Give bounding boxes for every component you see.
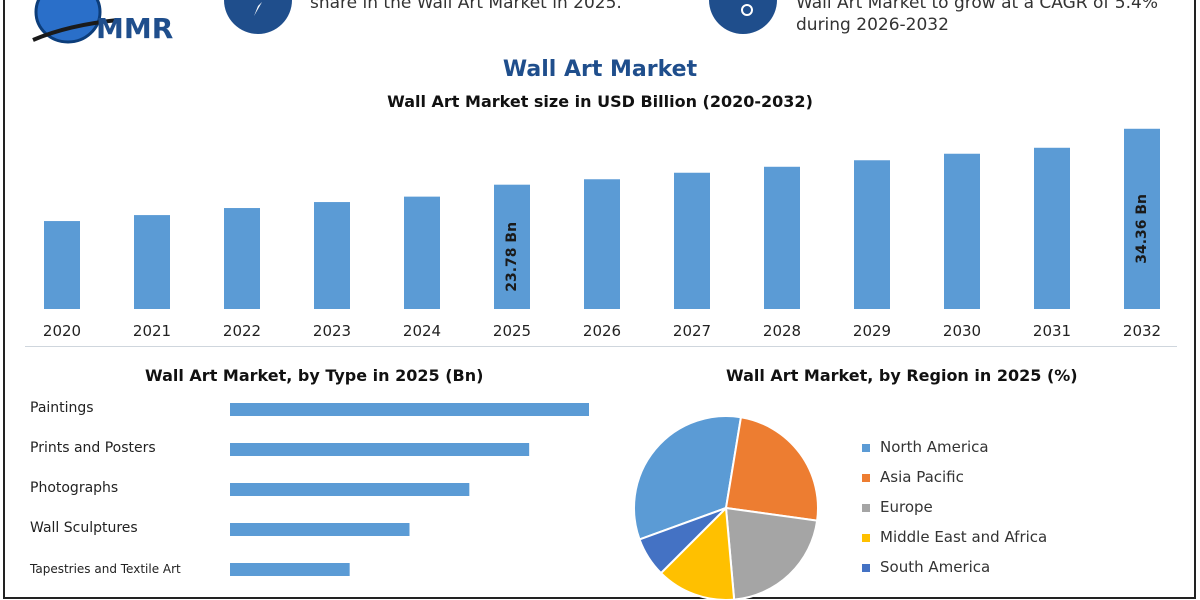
mmr-logo: MMR xyxy=(32,0,173,45)
type-label-0: Paintings xyxy=(30,400,94,416)
legend-swatch-2 xyxy=(862,503,870,512)
logo-text: MMR xyxy=(96,12,173,45)
x-tick-2028: 2028 xyxy=(763,322,801,340)
type-bar-4 xyxy=(230,563,350,576)
type-label-3: Wall Sculptures xyxy=(30,520,138,536)
type-label-4: Tapestries and Textile Art xyxy=(30,562,181,576)
x-tick-2026: 2026 xyxy=(583,322,621,340)
legend-swatch-4 xyxy=(862,563,870,572)
bar-2028 xyxy=(764,166,800,309)
type-chart-title: Wall Art Market, by Type in 2025 (Bn) xyxy=(145,366,484,385)
pie-slice-4 xyxy=(638,507,727,575)
legend-item-2: Europe xyxy=(862,498,933,516)
legend-label-2: Europe xyxy=(880,498,933,516)
x-tick-2031: 2031 xyxy=(1033,322,1071,340)
pie-slice-2 xyxy=(724,506,819,600)
type-bar-2 xyxy=(230,483,470,496)
callout-cagr-line2: during 2026-2032 xyxy=(796,15,949,35)
page-title: Wall Art Market xyxy=(502,57,698,82)
bar-2031 xyxy=(1034,147,1070,309)
type-label-1: Prints and Posters xyxy=(30,440,156,456)
x-tick-2020: 2020 xyxy=(43,322,81,340)
type-bar-0 xyxy=(230,403,589,416)
bar-2025 xyxy=(494,184,530,309)
data-label-2032: 34.36 Bn xyxy=(1134,194,1150,264)
type-bar-1 xyxy=(230,443,530,456)
x-tick-2021: 2021 xyxy=(133,322,171,340)
legend-label-1: Asia Pacific xyxy=(880,468,964,486)
market-size-bar-chart: 2020 2021 2022 2023 2024 2025 23.78 Bn 2026 2027… xyxy=(43,128,1161,340)
bar-2023 xyxy=(314,202,350,309)
pie-slice-0 xyxy=(633,415,743,541)
bar-2032 xyxy=(1124,128,1160,309)
x-tick-2029: 2029 xyxy=(853,322,891,340)
type-bar-3 xyxy=(230,523,410,536)
bar-2021 xyxy=(134,215,170,309)
x-tick-2032: 2032 xyxy=(1123,322,1161,340)
bar-2022 xyxy=(224,208,260,309)
data-label-2025: 23.78 Bn xyxy=(504,222,520,292)
bar-2024 xyxy=(404,196,440,309)
pie-slice-1 xyxy=(724,416,819,522)
legend-item-1: Asia Pacific xyxy=(862,468,964,486)
type-label-2: Photographs xyxy=(30,480,119,496)
main-chart-title: Wall Art Market size in USD Billion (202… xyxy=(387,92,813,111)
bar-2020 xyxy=(44,221,80,309)
legend-label-3: Middle East and Africa xyxy=(880,528,1048,546)
legend-label-4: South America xyxy=(880,558,991,576)
market-share-icon xyxy=(224,0,292,34)
section-divider xyxy=(25,346,1177,347)
x-tick-2027: 2027 xyxy=(673,322,711,340)
x-tick-2022: 2022 xyxy=(223,322,261,340)
legend-item-0: North America xyxy=(862,438,989,456)
legend-swatch-0 xyxy=(862,443,870,452)
region-chart-title: Wall Art Market, by Region in 2025 (%) xyxy=(726,366,1078,385)
callout-cagr-line1: Wall Art Market to grow at a CAGR of 5.4… xyxy=(796,0,1158,13)
legend-label-0: North America xyxy=(880,438,989,456)
bar-2029 xyxy=(854,160,890,309)
legend-swatch-1 xyxy=(862,473,870,482)
callout-share: share in the Wall Art Market in 2025. xyxy=(310,0,622,13)
x-tick-2023: 2023 xyxy=(313,322,351,340)
infographic-frame xyxy=(3,0,1196,599)
legend-swatch-3 xyxy=(862,533,870,542)
bar-2027 xyxy=(674,172,710,309)
x-tick-2025: 2025 xyxy=(493,322,531,340)
callout-cagr: Wall Art Market to grow at a CAGR of 5.4… xyxy=(796,0,1158,36)
x-tick-2024: 2024 xyxy=(403,322,441,340)
x-tick-2030: 2030 xyxy=(943,322,981,340)
legend-item-4: South America xyxy=(862,558,990,576)
bar-2030 xyxy=(944,153,980,309)
legend-item-3: Middle East and Africa xyxy=(862,528,1047,546)
bar-2026 xyxy=(584,179,620,309)
growth-icon xyxy=(709,0,777,34)
